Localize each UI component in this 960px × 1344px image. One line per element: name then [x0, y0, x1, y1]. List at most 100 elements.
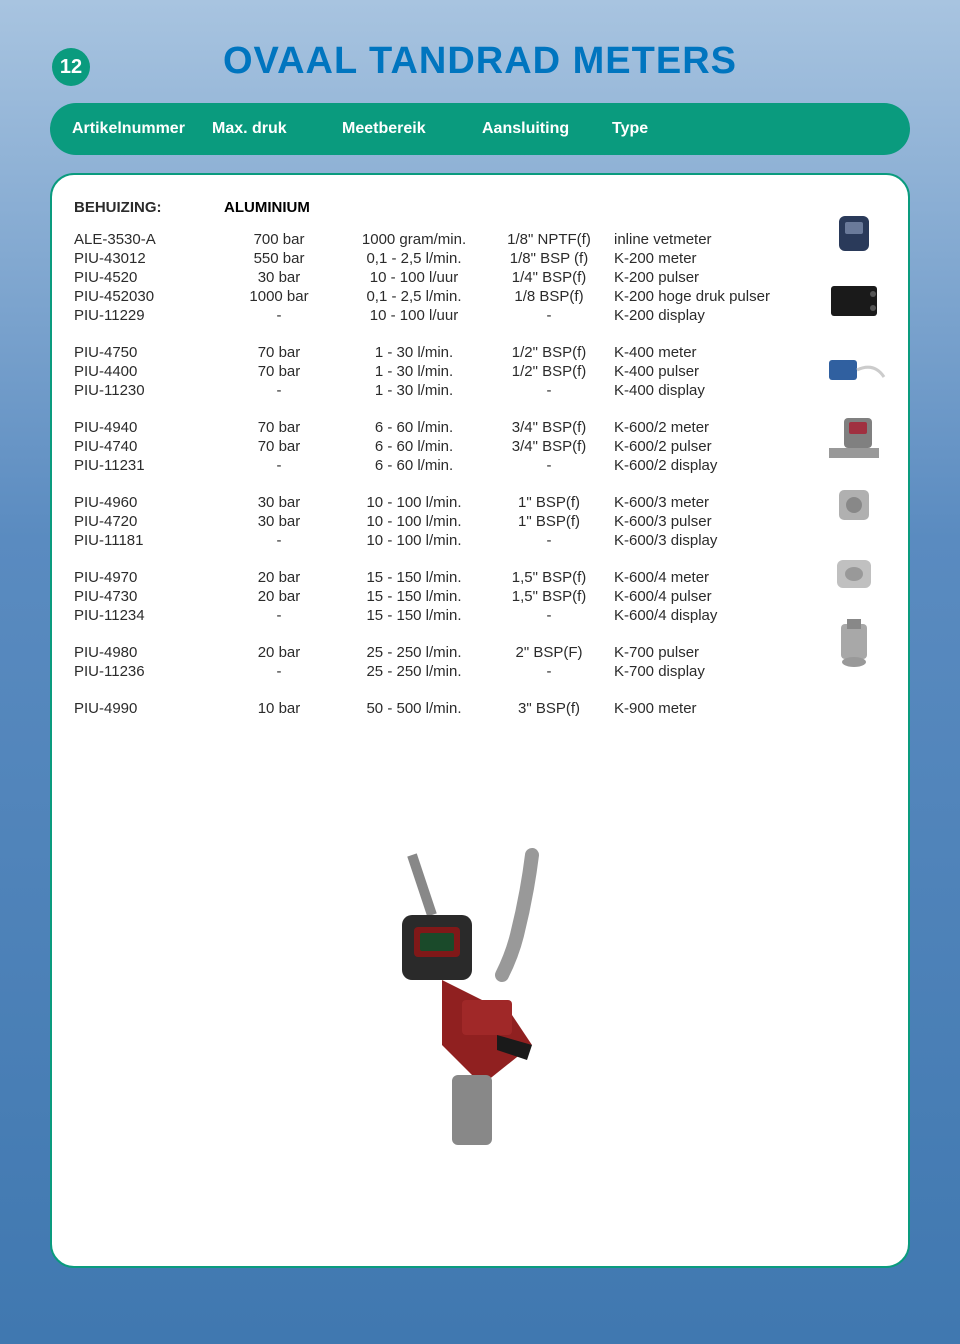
- section-heading: BEHUIZING: ALUMINIUM: [74, 199, 886, 216]
- cell-max-druk: -: [214, 307, 344, 324]
- cell-aansluiting: 3/4" BSP(f): [484, 438, 614, 455]
- cell-type: K-700 display: [614, 663, 794, 680]
- cell-artikelnummer: PIU-452030: [74, 288, 214, 305]
- cell-artikelnummer: PIU-11231: [74, 457, 214, 474]
- table-row: PIU-11181-10 - 100 l/min.-K-600/3 displa…: [74, 531, 886, 550]
- cell-aansluiting: 1/2" BSP(f): [484, 344, 614, 361]
- cell-meetbereik: 15 - 150 l/min.: [344, 607, 484, 624]
- behuizing-label: BEHUIZING:: [74, 199, 214, 216]
- cell-type: K-600/2 pulser: [614, 438, 794, 455]
- cell-type: K-600/4 pulser: [614, 588, 794, 605]
- cell-artikelnummer: PIU-11229: [74, 307, 214, 324]
- cell-max-druk: 30 bar: [214, 494, 344, 511]
- cell-max-druk: 30 bar: [214, 269, 344, 286]
- product-hero-image: [332, 845, 592, 1150]
- cell-max-druk: 550 bar: [214, 250, 344, 267]
- cell-artikelnummer: PIU-4970: [74, 569, 214, 586]
- behuizing-value: ALUMINIUM: [214, 199, 344, 216]
- cell-type: K-600/3 meter: [614, 494, 794, 511]
- table-row: PIU-11234-15 - 150 l/min.-K-600/4 displa…: [74, 606, 886, 625]
- cell-type: K-400 pulser: [614, 363, 794, 380]
- cell-artikelnummer: PIU-4720: [74, 513, 214, 530]
- table-row: PIU-499010 bar50 - 500 l/min.3" BSP(f)K-…: [74, 699, 886, 718]
- content-panel: BEHUIZING: ALUMINIUM ALE-3530-A700 bar10…: [50, 173, 910, 1268]
- cell-aansluiting: -: [484, 382, 614, 399]
- cell-artikelnummer: PIU-11236: [74, 663, 214, 680]
- thumb-k700: [814, 611, 894, 671]
- cell-artikelnummer: PIU-4730: [74, 588, 214, 605]
- cell-meetbereik: 10 - 100 l/min.: [344, 494, 484, 511]
- thumb-k200-meter: [814, 203, 894, 263]
- table-row: PIU-472030 bar10 - 100 l/min.1" BSP(f)K-…: [74, 512, 886, 531]
- cell-meetbereik: 1 - 30 l/min.: [344, 382, 484, 399]
- cell-meetbereik: 15 - 150 l/min.: [344, 588, 484, 605]
- table-row: PIU-498020 bar25 - 250 l/min.2" BSP(F)K-…: [74, 643, 886, 662]
- thumb-k200-box: [814, 271, 894, 331]
- cell-aansluiting: 2" BSP(F): [484, 644, 614, 661]
- cell-max-druk: -: [214, 382, 344, 399]
- cell-meetbereik: 15 - 150 l/min.: [344, 569, 484, 586]
- header-artikelnummer: Artikelnummer: [72, 120, 212, 138]
- table-row: PIU-4520301000 bar0,1 - 2,5 l/min.1/8 BS…: [74, 287, 886, 306]
- cell-artikelnummer: PIU-4990: [74, 700, 214, 717]
- cell-artikelnummer: PIU-4740: [74, 438, 214, 455]
- cell-artikelnummer: PIU-4520: [74, 269, 214, 286]
- cell-aansluiting: 1/4" BSP(f): [484, 269, 614, 286]
- cell-meetbereik: 50 - 500 l/min.: [344, 700, 484, 717]
- cell-type: K-400 display: [614, 382, 794, 399]
- cell-artikelnummer: PIU-43012: [74, 250, 214, 267]
- product-thumbnails: [814, 203, 894, 671]
- cell-meetbereik: 0,1 - 2,5 l/min.: [344, 250, 484, 267]
- cell-max-druk: 20 bar: [214, 588, 344, 605]
- cell-max-druk: 1000 bar: [214, 288, 344, 305]
- table-row: PIU-452030 bar10 - 100 l/uur1/4" BSP(f)K…: [74, 268, 886, 287]
- cell-max-druk: 30 bar: [214, 513, 344, 530]
- cell-type: K-200 pulser: [614, 269, 794, 286]
- cell-meetbereik: 6 - 60 l/min.: [344, 419, 484, 436]
- cell-max-druk: 70 bar: [214, 438, 344, 455]
- cell-max-druk: 70 bar: [214, 344, 344, 361]
- table-row: PIU-497020 bar15 - 150 l/min.1,5" BSP(f)…: [74, 568, 886, 587]
- table-row: PIU-473020 bar15 - 150 l/min.1,5" BSP(f)…: [74, 587, 886, 606]
- cell-artikelnummer: PIU-4400: [74, 363, 214, 380]
- cell-aansluiting: 1/2" BSP(f): [484, 363, 614, 380]
- table-row: PIU-475070 bar1 - 30 l/min.1/2" BSP(f)K-…: [74, 343, 886, 362]
- table-row: PIU-474070 bar6 - 60 l/min.3/4" BSP(f)K-…: [74, 437, 886, 456]
- cell-type: K-600/4 meter: [614, 569, 794, 586]
- thumb-k600-3: [814, 475, 894, 535]
- cell-artikelnummer: PIU-4960: [74, 494, 214, 511]
- cell-type: K-600/2 meter: [614, 419, 794, 436]
- cell-aansluiting: 1,5" BSP(f): [484, 569, 614, 586]
- table-row: PIU-496030 bar10 - 100 l/min.1" BSP(f)K-…: [74, 493, 886, 512]
- cell-max-druk: 20 bar: [214, 569, 344, 586]
- cell-meetbereik: 10 - 100 l/min.: [344, 513, 484, 530]
- cell-type: K-400 meter: [614, 344, 794, 361]
- cell-meetbereik: 6 - 60 l/min.: [344, 457, 484, 474]
- cell-type: K-200 meter: [614, 250, 794, 267]
- cell-aansluiting: -: [484, 607, 614, 624]
- cell-max-druk: -: [214, 532, 344, 549]
- cell-meetbereik: 1000 gram/min.: [344, 231, 484, 248]
- cell-aansluiting: 1,5" BSP(f): [484, 588, 614, 605]
- cell-aansluiting: -: [484, 532, 614, 549]
- cell-max-druk: 10 bar: [214, 700, 344, 717]
- cell-type: K-200 hoge druk pulser: [614, 288, 794, 305]
- cell-max-druk: -: [214, 663, 344, 680]
- cell-type: K-600/3 display: [614, 532, 794, 549]
- cell-meetbereik: 0,1 - 2,5 l/min.: [344, 288, 484, 305]
- cell-meetbereik: 10 - 100 l/min.: [344, 532, 484, 549]
- page-number-badge: 12: [52, 48, 90, 86]
- cell-aansluiting: -: [484, 307, 614, 324]
- cell-aansluiting: -: [484, 663, 614, 680]
- page-title: OVAAL TANDRAD METERS: [50, 40, 910, 83]
- cell-type: K-700 pulser: [614, 644, 794, 661]
- cell-aansluiting: 3" BSP(f): [484, 700, 614, 717]
- cell-aansluiting: 1/8" NPTF(f): [484, 231, 614, 248]
- cell-type: K-900 meter: [614, 700, 794, 717]
- thumb-k600-4: [814, 543, 894, 603]
- cell-aansluiting: 3/4" BSP(f): [484, 419, 614, 436]
- cell-aansluiting: 1" BSP(f): [484, 513, 614, 530]
- table-row: PIU-440070 bar1 - 30 l/min.1/2" BSP(f)K-…: [74, 362, 886, 381]
- table-row: PIU-11236-25 - 250 l/min.-K-700 display: [74, 662, 886, 681]
- cell-max-druk: 20 bar: [214, 644, 344, 661]
